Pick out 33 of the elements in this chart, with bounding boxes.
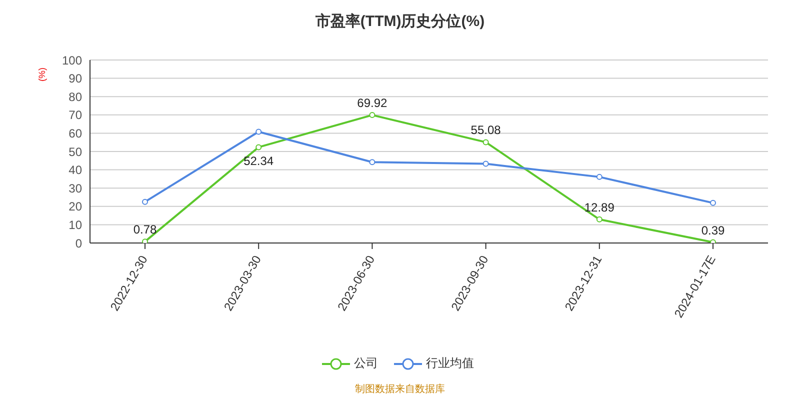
- data-label: 69.92: [357, 96, 388, 110]
- point: [596, 174, 602, 180]
- point: [482, 160, 489, 167]
- y-tick-label: 40: [68, 163, 82, 178]
- y-tick-label: 10: [68, 218, 82, 232]
- point: [710, 200, 716, 206]
- data-label: 52.34: [244, 154, 274, 168]
- legend-label: 公司: [353, 355, 378, 372]
- legend-label: 行业均值: [425, 355, 474, 372]
- point: [142, 198, 148, 205]
- data-label: 0.78: [133, 222, 157, 237]
- data-label: 12.89: [584, 200, 615, 214]
- y-tick-label: 20: [68, 200, 82, 214]
- y-tick-label: 0: [75, 236, 82, 250]
- y-tick-label: 100: [62, 53, 82, 68]
- point: [256, 128, 262, 135]
- data-label: 55.08: [470, 123, 502, 138]
- y-axis-title: (%): [37, 68, 48, 82]
- y-tick-label: 60: [68, 126, 82, 140]
- point: [256, 144, 262, 150]
- chart-title: 市盈率(TTM)历史分位(%): [314, 12, 486, 31]
- point: [482, 139, 489, 146]
- point: [142, 238, 148, 243]
- point: [596, 216, 602, 222]
- y-tick-label: 50: [68, 144, 82, 159]
- y-tick-label: 90: [68, 72, 82, 86]
- point: [369, 112, 376, 118]
- y-tick-label: 80: [68, 90, 82, 104]
- text: 制图数据来自数据库: [354, 382, 446, 396]
- y-tick-label: 30: [68, 181, 82, 196]
- point: [369, 159, 376, 166]
- y-tick-label: 70: [68, 108, 82, 122]
- data-label: 0.39: [701, 223, 725, 238]
